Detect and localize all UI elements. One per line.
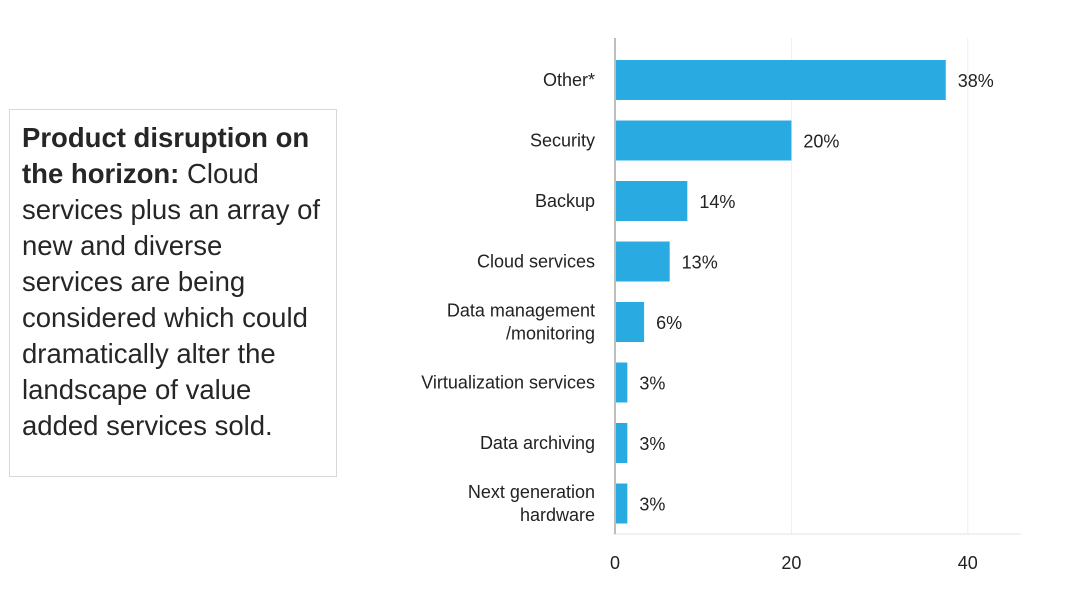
category-label-0: Other* xyxy=(543,70,595,90)
bar-3 xyxy=(615,241,670,282)
category-label-7: Next generation hardware xyxy=(468,482,595,525)
value-label-4: 6% xyxy=(656,313,682,333)
category-label-line: Data management xyxy=(447,301,595,321)
value-label-3: 13% xyxy=(682,253,718,273)
category-label-line: Data archiving xyxy=(480,433,595,453)
category-label-line: Security xyxy=(530,131,595,151)
x-tick-label-0: 0 xyxy=(610,553,620,573)
bar-1 xyxy=(615,120,792,161)
category-label-4: Data management/monitoring xyxy=(447,301,595,344)
value-label-2: 14% xyxy=(699,192,735,212)
value-label-0: 38% xyxy=(958,71,994,91)
category-label-line: Cloud services xyxy=(477,252,595,272)
category-label-6: Data archiving xyxy=(480,433,595,453)
x-tick-label-40: 40 xyxy=(958,553,978,573)
category-label-line: Other* xyxy=(543,70,595,90)
bar-6 xyxy=(615,423,628,463)
value-label-5: 3% xyxy=(639,374,665,394)
callout-lead: Product disruption on the horizon: xyxy=(22,122,310,189)
bar-0 xyxy=(615,60,946,100)
x-tick-label-20: 20 xyxy=(781,553,801,573)
callout-body: Cloud services plus an array of new and … xyxy=(22,158,321,441)
category-label-line: /monitoring xyxy=(506,324,595,344)
category-label-line: Backup xyxy=(535,191,595,211)
bar-4 xyxy=(615,302,645,342)
callout-box: Product disruption on the horizon: Cloud… xyxy=(9,109,337,477)
category-label-line: hardware xyxy=(520,505,595,525)
value-label-1: 20% xyxy=(803,132,839,152)
value-label-7: 3% xyxy=(639,495,665,515)
category-label-2: Backup xyxy=(535,191,595,211)
category-label-line: Virtualization services xyxy=(421,373,595,393)
category-label-3: Cloud services xyxy=(477,252,595,272)
category-label-1: Security xyxy=(530,131,595,151)
category-label-5: Virtualization services xyxy=(421,373,595,393)
bar-2 xyxy=(615,181,688,221)
bar-7 xyxy=(615,483,628,524)
category-label-line: Next generation xyxy=(468,482,595,502)
bar-5 xyxy=(615,362,628,403)
value-label-6: 3% xyxy=(639,434,665,454)
